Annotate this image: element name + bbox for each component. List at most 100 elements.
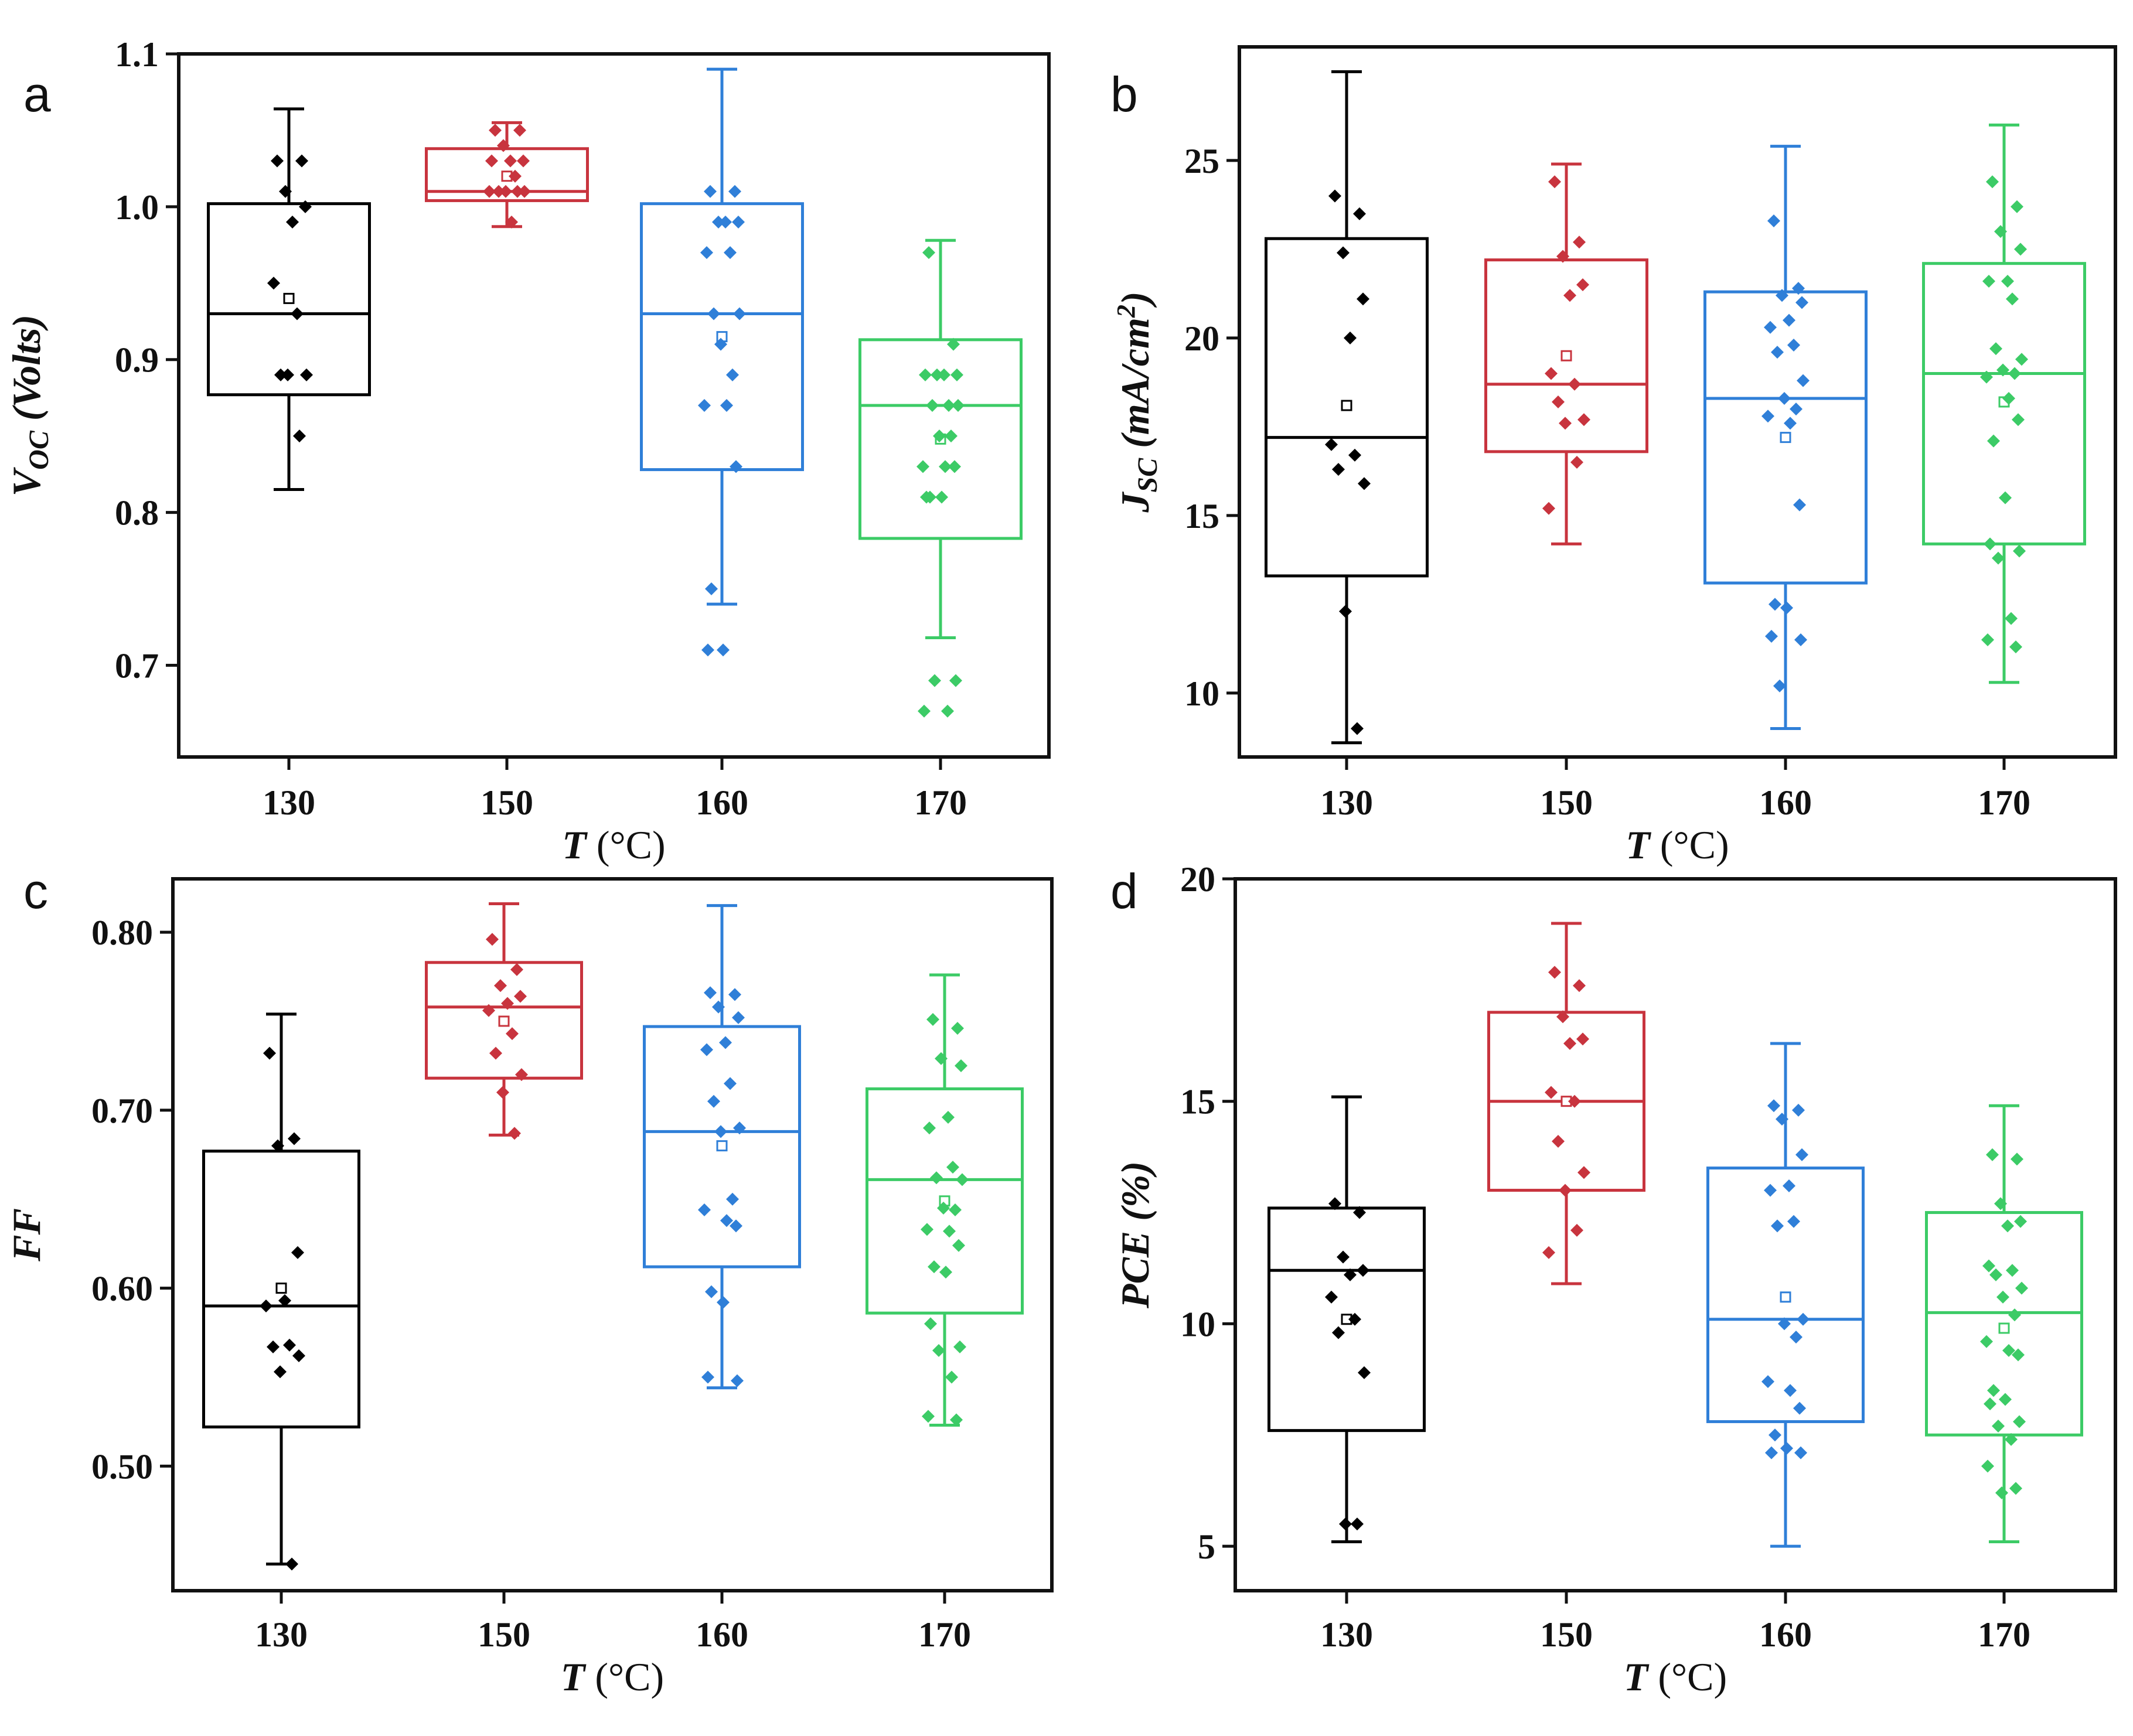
- data-point: [267, 1340, 280, 1353]
- data-point: [1337, 1250, 1350, 1264]
- data-point: [501, 997, 514, 1010]
- data-point: [2001, 274, 2014, 288]
- data-point: [1999, 491, 2012, 504]
- data-point: [506, 1027, 519, 1041]
- data-point: [271, 1139, 284, 1152]
- x-axis-label: T (°C): [562, 823, 665, 867]
- data-point: [518, 185, 531, 198]
- data-point: [1984, 537, 1996, 551]
- data-point: [1778, 1317, 1791, 1331]
- data-point: [2013, 1415, 2026, 1428]
- data-point: [1577, 1166, 1590, 1179]
- box-group-130: [1265, 70, 1429, 745]
- data-point: [1559, 417, 1572, 430]
- mean-marker: [1780, 1291, 1791, 1303]
- data-point: [1573, 979, 1586, 993]
- data-point: [2005, 1433, 2018, 1446]
- data-point: [1992, 551, 2005, 565]
- data-point: [1776, 1113, 1788, 1126]
- data-point: [728, 988, 741, 1001]
- data-point: [935, 1052, 948, 1065]
- data-point: [286, 215, 299, 228]
- box-group-170: [858, 238, 1023, 718]
- data-point: [719, 1036, 732, 1049]
- data-point: [1576, 278, 1589, 292]
- data-point: [1332, 463, 1345, 476]
- data-point: [942, 1111, 955, 1124]
- y-axis-unit: (mA/cm: [1113, 318, 1157, 458]
- data-point: [924, 1317, 937, 1331]
- data-point: [950, 368, 963, 381]
- data-point: [712, 215, 725, 228]
- data-point: [717, 1295, 730, 1309]
- data-point: [1353, 1206, 1366, 1219]
- y-tick-label: 0.7: [115, 646, 159, 685]
- data-point: [1996, 363, 2009, 377]
- data-point: [1348, 1312, 1361, 1326]
- data-point: [1764, 320, 1777, 334]
- data-point: [1328, 1197, 1341, 1210]
- y-tick-label: 1.0: [115, 188, 159, 227]
- data-point: [2008, 367, 2021, 380]
- data-point: [497, 139, 510, 152]
- data-point: [1790, 1331, 1803, 1344]
- data-point: [2009, 1482, 2022, 1495]
- y-tick-label: 10: [1184, 674, 1219, 713]
- data-point: [956, 1173, 969, 1186]
- data-point: [299, 200, 312, 213]
- y-tick-label: 0.80: [91, 913, 153, 952]
- data-point: [2015, 353, 2028, 366]
- data-point: [1325, 1290, 1338, 1304]
- data-point: [1778, 391, 1791, 405]
- data-point: [705, 1285, 718, 1298]
- data-point: [1577, 413, 1590, 427]
- data-point: [724, 246, 737, 260]
- data-point: [939, 1266, 952, 1279]
- mean-marker: [283, 292, 295, 304]
- data-point: [720, 399, 733, 412]
- x-axis-label: T (°C): [1626, 823, 1729, 867]
- data-point: [1358, 1366, 1371, 1379]
- y-tick-label: 0.70: [91, 1092, 153, 1130]
- x-tick-label: 130: [1320, 783, 1373, 822]
- data-point: [281, 368, 294, 381]
- data-point: [511, 185, 524, 198]
- data-point: [726, 1192, 739, 1206]
- data-point: [1765, 1446, 1778, 1459]
- data-point: [953, 1340, 966, 1353]
- data-point: [732, 1011, 745, 1024]
- y-tick-label: 0.60: [91, 1270, 153, 1308]
- iqr-box: [1703, 290, 1868, 585]
- data-point: [919, 368, 932, 381]
- data-point: [1981, 1459, 1994, 1473]
- data-point: [515, 1068, 528, 1082]
- data-point: [1994, 225, 2007, 238]
- data-point: [1793, 498, 1806, 511]
- mean-marker: [275, 1283, 287, 1294]
- data-point: [489, 124, 502, 137]
- data-point: [1337, 246, 1350, 260]
- data-point: [1344, 1268, 1357, 1281]
- data-point: [2006, 1264, 2019, 1277]
- data-point: [1351, 1517, 1364, 1531]
- panel-d: d 5 10 15 20 130 150 160 170 T (°C) PCE (%): [1110, 860, 2117, 1699]
- iqr-box: [202, 1150, 360, 1429]
- x-axis-variable: T: [1624, 1655, 1650, 1699]
- x-axis-label: T (°C): [1624, 1655, 1727, 1699]
- data-point: [949, 1203, 962, 1216]
- data-point: [1780, 1442, 1793, 1455]
- data-point: [1358, 477, 1371, 490]
- data-point: [1986, 175, 1999, 189]
- x-tick-label: 160: [696, 1615, 748, 1654]
- y-tick-label: 0.8: [115, 494, 159, 533]
- data-point: [1563, 289, 1576, 302]
- y-tick-label: 15: [1180, 1083, 1215, 1121]
- box-group-150: [425, 121, 589, 228]
- data-point: [1994, 1197, 2007, 1210]
- mean-marker: [1560, 350, 1572, 361]
- data-point: [1548, 966, 1561, 979]
- data-point: [950, 1413, 963, 1427]
- data-point: [698, 1203, 711, 1216]
- data-point: [505, 215, 518, 228]
- panel-b: b 10 15 20 25 130 150 160 170 T (°C) JSC (mA/cm2): [1110, 45, 2117, 867]
